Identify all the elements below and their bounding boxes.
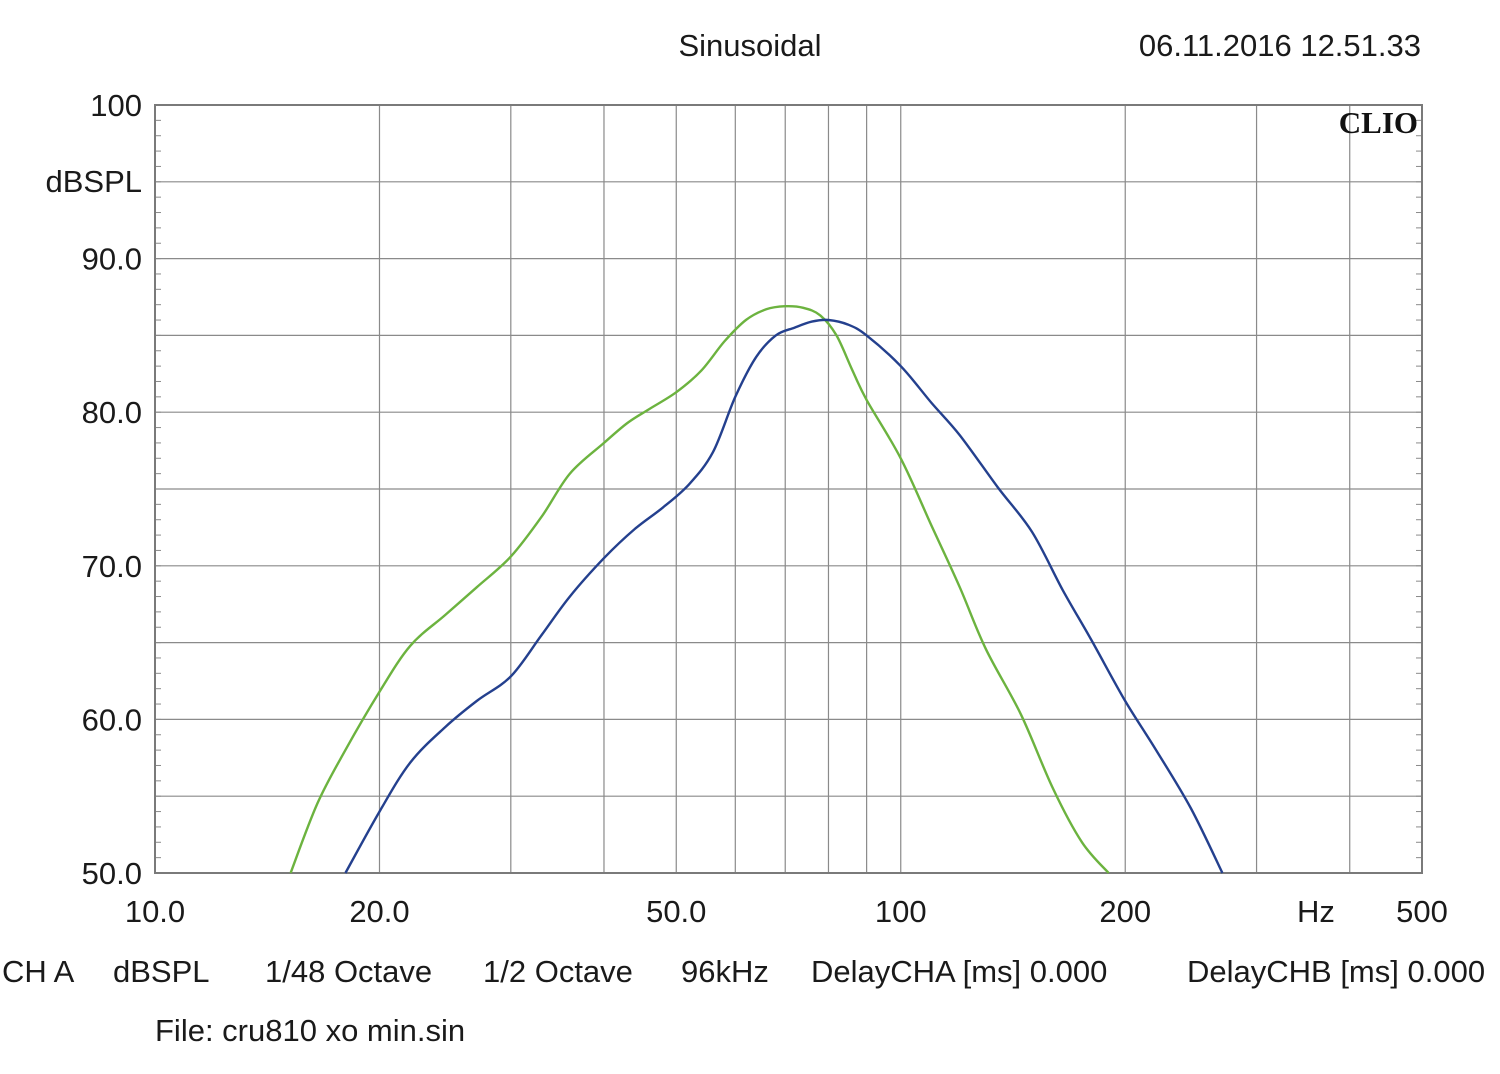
footer-channel: CH A bbox=[2, 954, 75, 989]
footer-sample-rate: 96kHz bbox=[681, 954, 769, 989]
y-tick-label: 80.0 bbox=[82, 395, 142, 430]
footer-resolution: 1/2 Octave bbox=[483, 954, 633, 989]
x-tick-label: 200 bbox=[1099, 894, 1151, 929]
y-tick-label: 50.0 bbox=[82, 856, 142, 891]
footer-delay-cha: DelayCHA [ms] 0.000 bbox=[811, 954, 1107, 989]
series-line-green bbox=[289, 304, 1110, 874]
x-axis-tick-labels: 10.0 20.0 50.0 100 200 500 bbox=[125, 894, 1448, 929]
plot-grid bbox=[155, 105, 1422, 873]
y-tick-label: 90.0 bbox=[82, 242, 142, 277]
plot-frame bbox=[154, 104, 1423, 874]
y-tick-label: 70.0 bbox=[82, 549, 142, 584]
clio-brand-logo: CLIO bbox=[1339, 105, 1418, 140]
x-tick-label: 500 bbox=[1396, 894, 1448, 929]
y-axis-tick-labels: 50.0 60.0 70.0 80.0 90.0 100 bbox=[82, 88, 142, 891]
footer-unit: dBSPL bbox=[113, 954, 210, 989]
footer-delay-chb: DelayCHB [ms] 0.000 bbox=[1187, 954, 1485, 989]
footer-file: File: cru810 xo min.sin bbox=[155, 1013, 465, 1048]
settings-footer: CH A dBSPL 1/48 Octave 1/2 Octave 96kHz … bbox=[2, 954, 1485, 1048]
y-tick-label: 100 bbox=[90, 88, 142, 123]
y-axis-label: dBSPL bbox=[45, 164, 142, 199]
x-tick-label: 10.0 bbox=[125, 894, 185, 929]
series-line-blue bbox=[344, 318, 1224, 874]
measurement-mode: Sinusoidal bbox=[678, 28, 821, 63]
measurement-timestamp: 06.11.2016 12.51.33 bbox=[1139, 28, 1421, 63]
x-axis-label: Hz bbox=[1297, 894, 1335, 929]
x-tick-label: 100 bbox=[875, 894, 927, 929]
footer-smoothing: 1/48 Octave bbox=[265, 954, 432, 989]
x-tick-label: 20.0 bbox=[349, 894, 409, 929]
x-tick-label: 50.0 bbox=[646, 894, 706, 929]
plot-series bbox=[289, 304, 1224, 874]
y-tick-label: 60.0 bbox=[82, 702, 142, 737]
